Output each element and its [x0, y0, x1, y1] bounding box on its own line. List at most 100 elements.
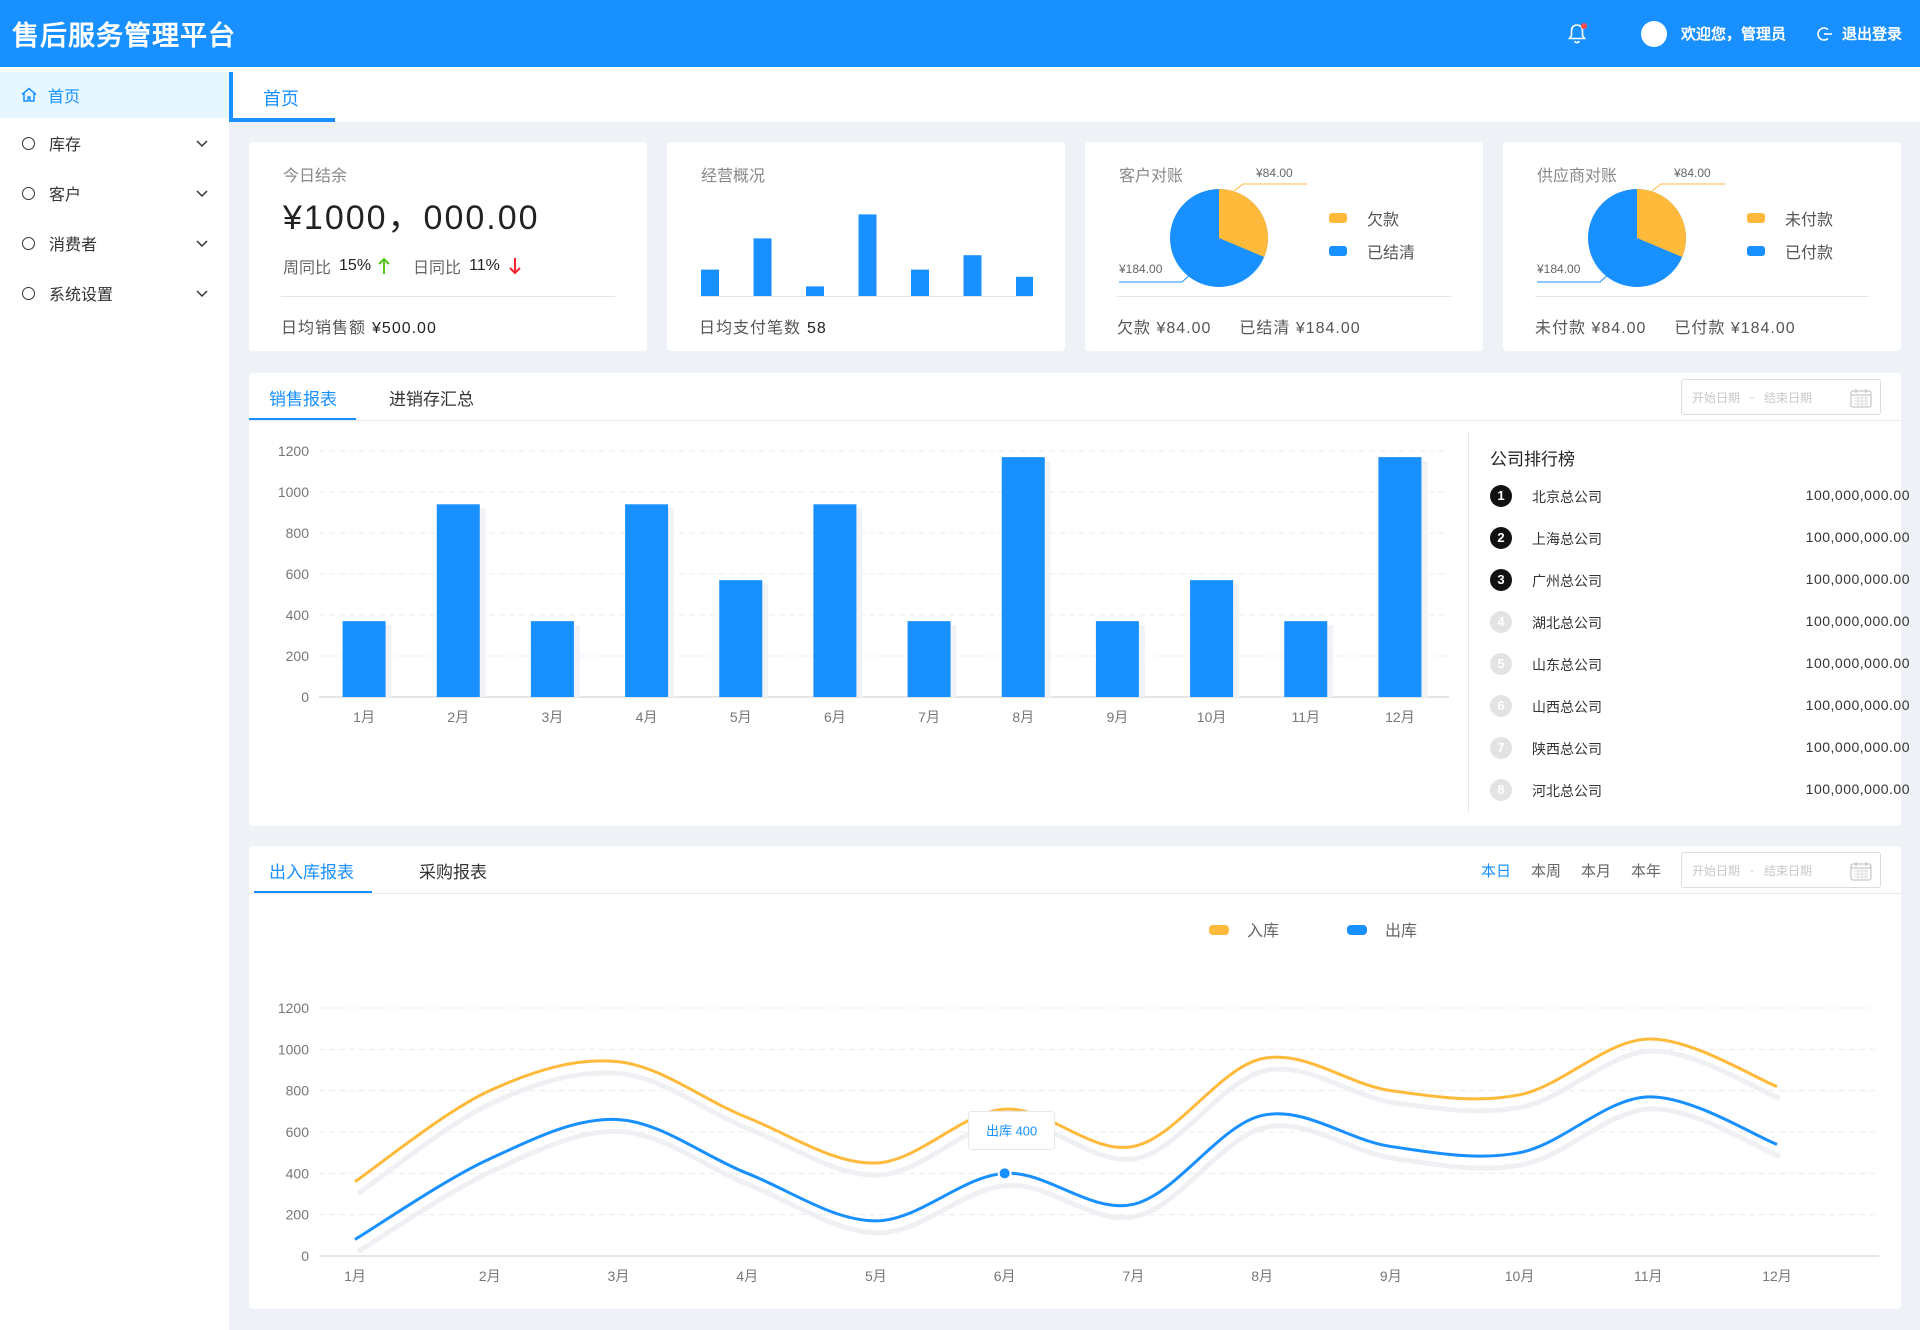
rank-badge: 4 [1490, 611, 1512, 633]
date-range-picker[interactable]: 开始日期 - 结束日期 [1681, 852, 1881, 888]
y-tick-label: 0 [301, 1248, 309, 1264]
legend-label: 已付款 [1785, 245, 1834, 262]
ranking-row: 6 山西总公司 100,000,000.00 [1490, 694, 1910, 718]
x-tick-label: 8月 [1012, 709, 1034, 725]
y-tick-label: 1000 [278, 484, 309, 500]
pie-label-top: ¥84.00 [1256, 166, 1293, 180]
date-range-picker[interactable]: 开始日期 - 结束日期 [1681, 379, 1881, 415]
date-sep: - [1750, 863, 1755, 877]
sidebar-item-settings[interactable]: 系统设置 [0, 268, 229, 318]
bar [1095, 621, 1139, 697]
rank-badge: 8 [1490, 779, 1512, 801]
card-divider [1117, 296, 1451, 297]
customer-card: 客户对账 ¥84.00 ¥184.00 欠款 已结清 欠款 ¥84.00 已结清 … [1085, 142, 1483, 351]
card-footer: 日均销售额 ¥500.00 [281, 314, 437, 338]
y-tick-label: 200 [286, 648, 310, 664]
chevron-down-icon [196, 190, 208, 198]
bar [813, 504, 857, 697]
y-tick-label: 400 [286, 607, 310, 623]
app-title: 售后服务管理平台 [12, 21, 236, 51]
arrow-down-icon [509, 258, 521, 275]
ratio-row: 周同比 15% 日同比 11% [283, 254, 522, 278]
mini-bar [911, 269, 929, 296]
period-today[interactable]: 本日 [1481, 863, 1512, 880]
rank-value: 100,000,000.00 [1805, 613, 1910, 629]
card-footer: 日均支付笔数 58 [699, 314, 827, 338]
bar [1284, 621, 1328, 697]
sidebar-item-home[interactable]: 首页 [0, 72, 229, 118]
logout-icon [1817, 26, 1832, 41]
sidebar-item-label: 库存 [49, 137, 82, 154]
y-tick-label: 800 [286, 1083, 310, 1099]
card-title: 经营概况 [701, 168, 766, 185]
calendar-icon [1850, 389, 1872, 408]
date-sep: - [1750, 390, 1755, 404]
stock-line-chart: 0 200 400 600 800 1000 1200 1月 2月 3月 4月 5月 6月 7月 8月 9月 1… [278, 922, 1879, 1284]
operations-card: 经营概况 日均支付笔数 58 [667, 142, 1065, 351]
period-week[interactable]: 本周 [1531, 863, 1562, 880]
tab-inventory-summary[interactable]: 进销存汇总 [389, 390, 474, 409]
circle-icon [22, 286, 35, 300]
rank-name: 山东总公司 [1532, 657, 1602, 673]
avatar[interactable] [1640, 20, 1667, 47]
tab-home[interactable]: 首页 [229, 72, 335, 122]
x-tick-label: 2月 [447, 709, 469, 725]
rank-name: 北京总公司 [1532, 489, 1602, 505]
rank-name: 山西总公司 [1532, 699, 1602, 715]
x-tick-label: 2月 [479, 1268, 501, 1284]
y-tick-label: 1200 [278, 1000, 309, 1016]
y-tick-label: 1200 [278, 443, 309, 459]
x-tick-label: 12月 [1385, 709, 1415, 725]
rank-value: 100,000,000.00 [1805, 697, 1910, 713]
ranking-row: 3 广州总公司 100,000,000.00 [1490, 568, 1910, 592]
period-year[interactable]: 本年 [1631, 863, 1662, 880]
notification-bell-icon[interactable] [1565, 22, 1589, 46]
sidebar-item-label: 客户 [49, 187, 82, 204]
bar [625, 504, 669, 697]
x-tick-label: 12月 [1762, 1268, 1792, 1284]
sidebar-item-label: 系统设置 [49, 287, 114, 304]
foot-label: 日均销售额 [281, 320, 367, 337]
balance-value: ¥1000，000.00 [283, 199, 540, 237]
foot-b: 已付款 ¥184.00 [1674, 320, 1796, 337]
tab-stock-report[interactable]: 出入库报表 [269, 863, 354, 882]
legend-label: 已结清 [1367, 245, 1416, 262]
sidebar-item-consumer[interactable]: 消费者 [0, 218, 229, 268]
rank-value: 100,000,000.00 [1805, 781, 1910, 797]
chevron-down-icon [196, 290, 208, 298]
period-month[interactable]: 本月 [1581, 863, 1612, 880]
legend-label: 入库 [1247, 922, 1279, 940]
tab-sales-report[interactable]: 销售报表 [269, 390, 337, 409]
x-tick-label: 6月 [824, 709, 846, 725]
series-line [354, 1037, 1778, 1183]
logout-label: 退出登录 [1841, 26, 1902, 43]
x-tick-label: 1月 [344, 1268, 366, 1284]
panel-divider [249, 893, 1901, 894]
legend-swatch [1209, 925, 1229, 935]
tab-underline [249, 418, 356, 421]
tab-purchase-report[interactable]: 采购报表 [419, 863, 487, 882]
sidebar-item-inventory[interactable]: 库存 [0, 118, 229, 168]
pie-slice-unpaid [1219, 189, 1268, 258]
rank-value: 100,000,000.00 [1805, 487, 1910, 503]
ranking-divider [1468, 431, 1469, 813]
series-shadow [356, 1048, 1781, 1196]
y-tick-label: 600 [286, 1124, 310, 1140]
legend-swatch [1347, 925, 1367, 935]
x-tick-label: 7月 [918, 709, 940, 725]
sidebar: 首页 库存 客户 消费者 系统设置 [0, 67, 229, 1330]
tab-label: 首页 [263, 89, 299, 109]
legend-label: 未付款 [1785, 212, 1834, 229]
pie-label-bottom: ¥184.00 [1537, 262, 1581, 276]
sidebar-item-customer[interactable]: 客户 [0, 168, 229, 218]
mini-bar [806, 286, 824, 296]
card-title: 客户对账 [1119, 168, 1184, 185]
pie-leader-bottom [1119, 271, 1194, 283]
logout-button[interactable]: 退出登录 [1816, 23, 1902, 44]
tab-underline [233, 118, 335, 122]
card-divider [1535, 296, 1869, 297]
bar [436, 504, 480, 697]
pie-leader-bottom [1537, 271, 1612, 283]
mini-bar [753, 238, 772, 296]
tooltip-box [968, 1110, 1056, 1150]
